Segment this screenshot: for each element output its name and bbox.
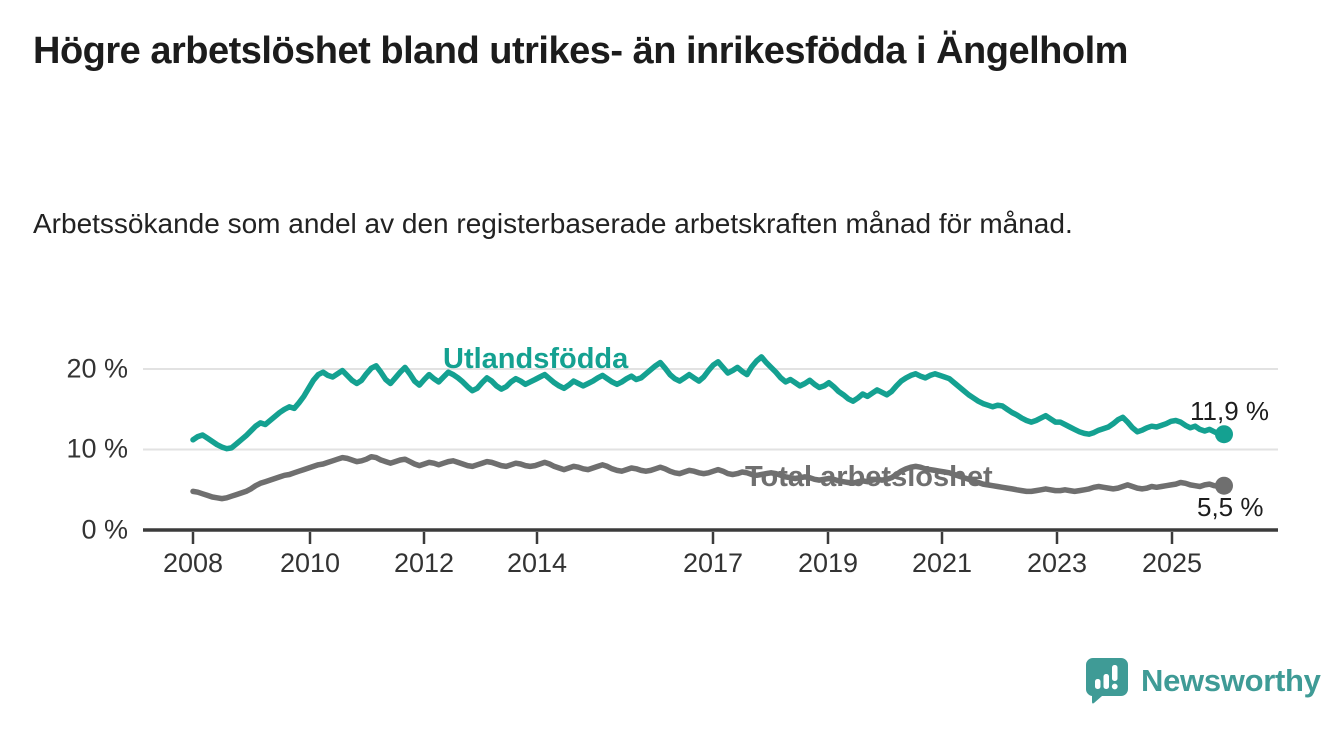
- x-tick-2012: 2012: [393, 548, 455, 578]
- series-line-utlandsfodda: [190, 354, 1227, 452]
- series-end-dot-utlandsfodda: [1215, 425, 1233, 444]
- series-label-total: Total arbetslöshet: [745, 461, 993, 493]
- series-line-total: [190, 453, 1227, 502]
- x-tick-2023: 2023: [1026, 548, 1088, 578]
- x-tick-2019: 2019: [797, 548, 859, 578]
- x-tick-2010: 2010: [279, 548, 341, 578]
- series-end-dot-total: [1215, 476, 1233, 495]
- newsworthy-logo[interactable]: Newsworthy: [1085, 657, 1321, 704]
- x-tick-2017: 2017: [682, 548, 744, 578]
- newsworthy-logo-text: Newsworthy: [1141, 662, 1321, 698]
- end-value-total: 5,5 %: [1197, 492, 1264, 522]
- y-tick-0: 0 %: [81, 514, 128, 545]
- end-value-utlandsfodda: 11,9 %: [1190, 396, 1270, 426]
- x-tick-2008: 2008: [162, 548, 224, 578]
- newsworthy-logo-icon: [1085, 657, 1129, 704]
- x-tick-2021: 2021: [911, 548, 973, 578]
- y-tick-10: 10 %: [66, 433, 128, 464]
- series-label-utlandsfodda: Utlandsfödda: [443, 343, 629, 375]
- x-tick-2014: 2014: [506, 548, 568, 578]
- chart-subtitle: Arbetssökande som andel av den registerb…: [33, 208, 1073, 239]
- y-tick-20: 20 %: [66, 353, 128, 384]
- page-title: Högre arbetslöshet bland utrikes- än inr…: [33, 30, 1128, 72]
- x-tick-2025: 2025: [1141, 548, 1203, 578]
